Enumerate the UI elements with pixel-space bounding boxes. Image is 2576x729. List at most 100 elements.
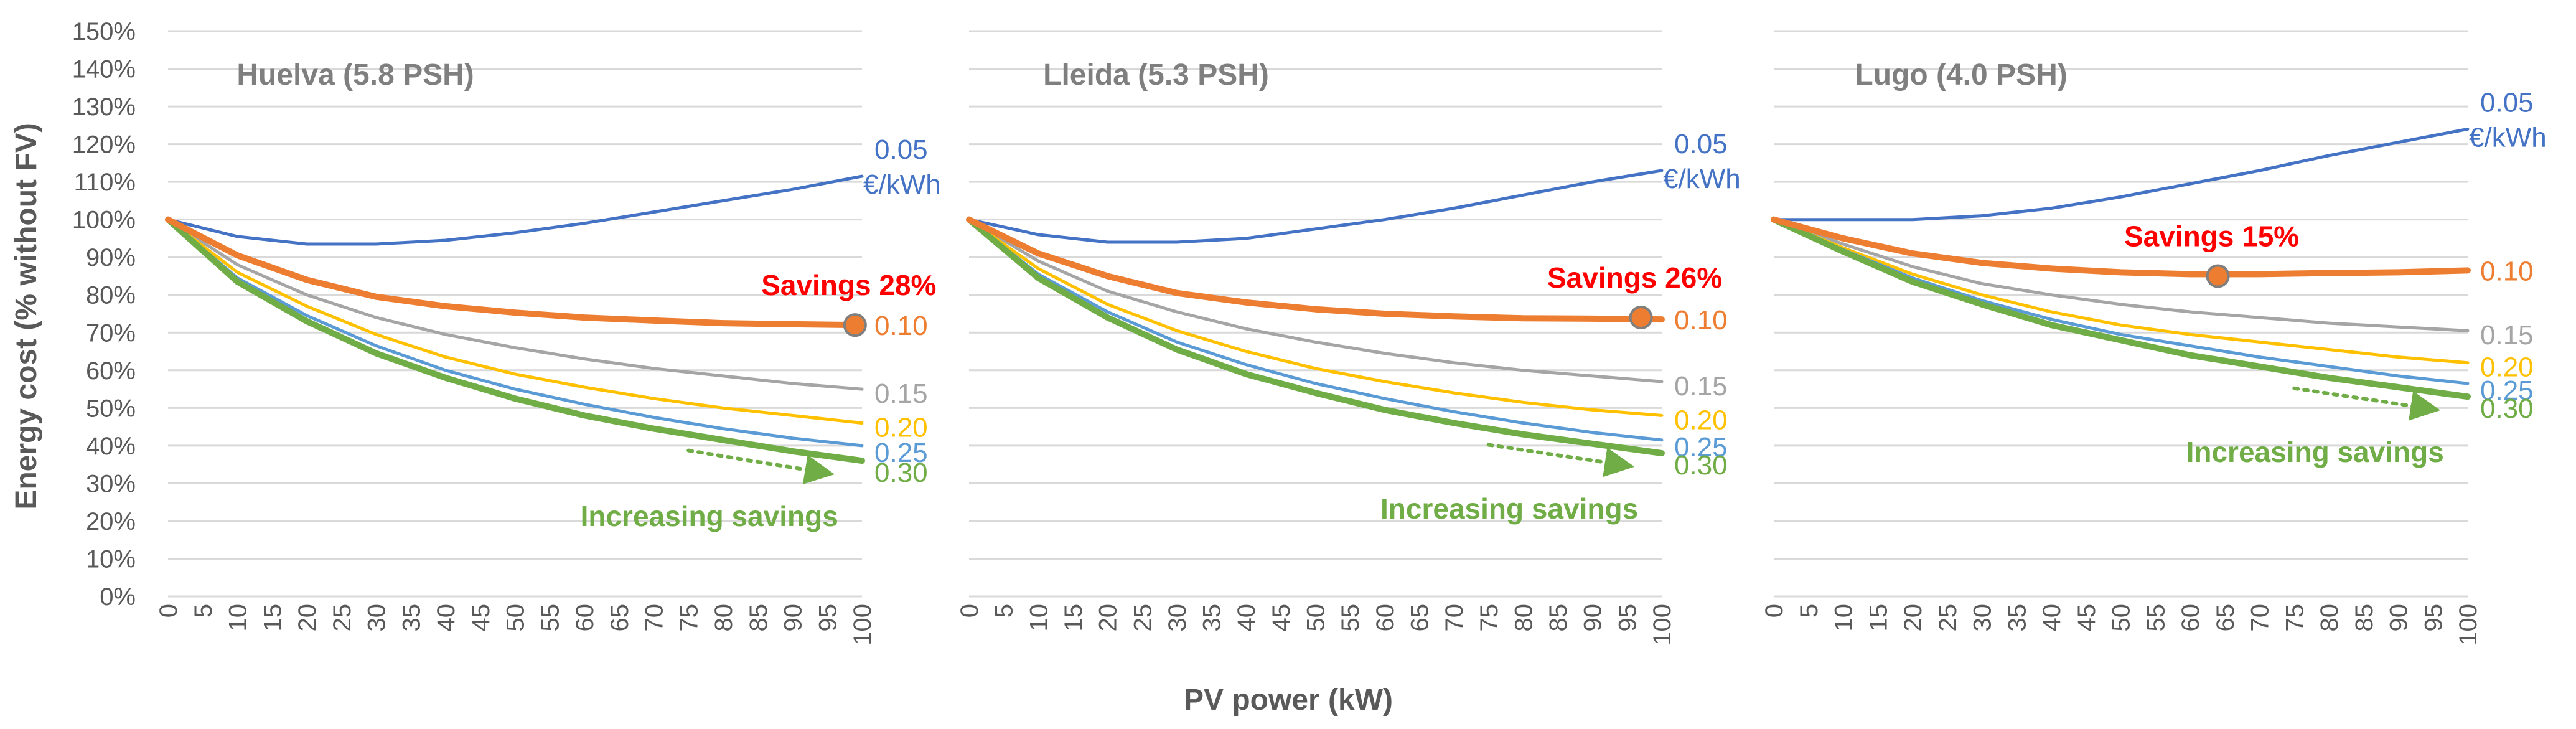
series-line: [166, 218, 864, 425]
x-tick-label: 70: [1441, 604, 1468, 632]
x-tick-label: 15: [1865, 604, 1892, 632]
series-line: [966, 216, 1665, 323]
series-label: 0.20: [1674, 405, 1728, 435]
x-tick-label: 80: [1510, 604, 1537, 632]
x-tick-label: 65: [606, 604, 634, 632]
panel-title: Lleida (5.3 PSH): [1043, 59, 1269, 92]
series-unit-label: €/kWh: [1663, 164, 1741, 194]
series-label: 0.25: [1674, 432, 1728, 463]
x-tick-label: 100: [2455, 604, 2482, 646]
y-tick-label: 60%: [86, 357, 136, 385]
series-line: [967, 169, 1664, 244]
x-tick-label: 30: [1164, 604, 1191, 632]
x-tick-label: 30: [363, 604, 391, 632]
series-unit-label: €/kWh: [2469, 122, 2547, 153]
series-line: [1772, 127, 2470, 222]
x-tick-label: 70: [641, 604, 668, 632]
series-label: 0.20: [2480, 352, 2534, 383]
savings-marker: [1629, 306, 1653, 330]
series-line: [1772, 218, 2470, 365]
series-line: [967, 218, 1664, 383]
x-tick-label: 65: [1406, 604, 1433, 632]
y-tick-label: 140%: [72, 56, 136, 83]
series-label: 0.15: [1674, 371, 1728, 402]
x-tick-label: 40: [1233, 604, 1260, 632]
x-tick-label: 35: [1199, 604, 1226, 632]
x-tick-label: 0: [155, 604, 182, 618]
x-tick-label: 75: [1476, 604, 1503, 632]
x-tick-label: 90: [2386, 604, 2413, 632]
x-tick-label: 5: [991, 604, 1018, 618]
increasing-savings-arrow: [686, 448, 835, 484]
increasing-savings-arrow: [1486, 443, 1635, 477]
y-tick-label: 110%: [74, 169, 136, 196]
series-label: 0.25: [874, 438, 928, 468]
x-tick-label: 5: [1796, 604, 1823, 618]
y-tick-label: 100%: [72, 207, 136, 234]
series-unit-label: €/kWh: [863, 169, 941, 200]
x-tick-label: 75: [2281, 604, 2308, 632]
x-tick-label: 45: [2073, 604, 2101, 632]
x-tick-label: 70: [2247, 604, 2274, 632]
series-line: [166, 218, 864, 391]
x-tick-label: 0: [956, 604, 983, 618]
x-tick-label: 40: [433, 604, 460, 632]
series-label: 0.05: [2480, 87, 2534, 118]
y-tick-label: 10%: [86, 545, 136, 573]
x-tick-label: 50: [1303, 604, 1330, 632]
x-tick-label: 95: [814, 604, 841, 632]
series-line: [967, 218, 1664, 442]
series-line: [166, 174, 864, 246]
increasing-savings-arrow: [2292, 386, 2441, 421]
savings-label: Savings 15%: [2124, 220, 2299, 252]
series-line: [1771, 216, 2471, 400]
series-label: 0.20: [874, 413, 928, 443]
y-tick-label: 30%: [86, 470, 136, 497]
panel-title: Huelva (5.8 PSH): [237, 59, 474, 92]
x-tick-label: 10: [1830, 604, 1858, 632]
series-label: 0.15: [874, 379, 928, 409]
x-tick-label: 85: [2351, 604, 2378, 632]
x-tick-label: 25: [1129, 604, 1156, 632]
savings-marker: [843, 313, 867, 337]
x-tick-label: 20: [1095, 604, 1122, 632]
x-tick-label: 20: [294, 604, 321, 632]
x-tick-label: 90: [780, 604, 807, 632]
x-tick-label: 60: [2177, 604, 2204, 632]
series-label: 0.25: [2480, 375, 2534, 406]
series-label: 0.30: [2480, 393, 2534, 424]
x-tick-label: 45: [1268, 604, 1295, 632]
y-tick-label: 0%: [100, 583, 136, 611]
y-axis-tick-labels: 0% 10% 20% 30% 40% 50% 60% 70% 80% 90% 100% 110% 120…: [72, 18, 136, 611]
series-line: [1772, 218, 2470, 332]
y-tick-label: 90%: [86, 244, 136, 271]
series-line: [166, 218, 864, 448]
x-tick-label: 80: [710, 604, 738, 632]
x-tick-label: 45: [467, 604, 495, 632]
series-label: 0.10: [874, 311, 928, 341]
series-label: 0.15: [2480, 320, 2534, 350]
x-tick-label: 50: [502, 604, 530, 632]
series-label: 0.30: [874, 458, 928, 488]
y-tick-label: 130%: [72, 93, 136, 121]
x-tick-label: 25: [329, 604, 356, 632]
chart-panel: 0 5 10 15 20 25 30 35 40 45 50 55 60 65 70 75 80 85 90 95 10…: [1761, 30, 2547, 646]
x-tick-label: 55: [536, 604, 564, 632]
series-line: [966, 216, 1665, 456]
x-tick-label: 25: [1934, 604, 1962, 632]
y-tick-label: 80%: [86, 282, 136, 309]
chart-panels: 0 5 10 15 20 25 30 35 40 45 50 55 60 65 70 75 80 85 90 95 10…: [155, 30, 2547, 646]
series-line: [1771, 216, 2471, 278]
x-tick-label: 10: [225, 604, 252, 632]
x-tick-label: 65: [2212, 604, 2239, 632]
y-tick-label: 120%: [72, 131, 136, 159]
x-axis-title: PV power (kW): [1184, 684, 1393, 717]
x-tick-label: 100: [1649, 604, 1676, 646]
series-label: 0.10: [2480, 256, 2534, 286]
y-tick-label: 70%: [86, 319, 136, 347]
series-line: [967, 218, 1664, 417]
y-axis-title: Energy cost (% without FV): [10, 123, 43, 509]
x-tick-label: 40: [2038, 604, 2066, 632]
x-tick-label: 0: [1761, 604, 1788, 618]
